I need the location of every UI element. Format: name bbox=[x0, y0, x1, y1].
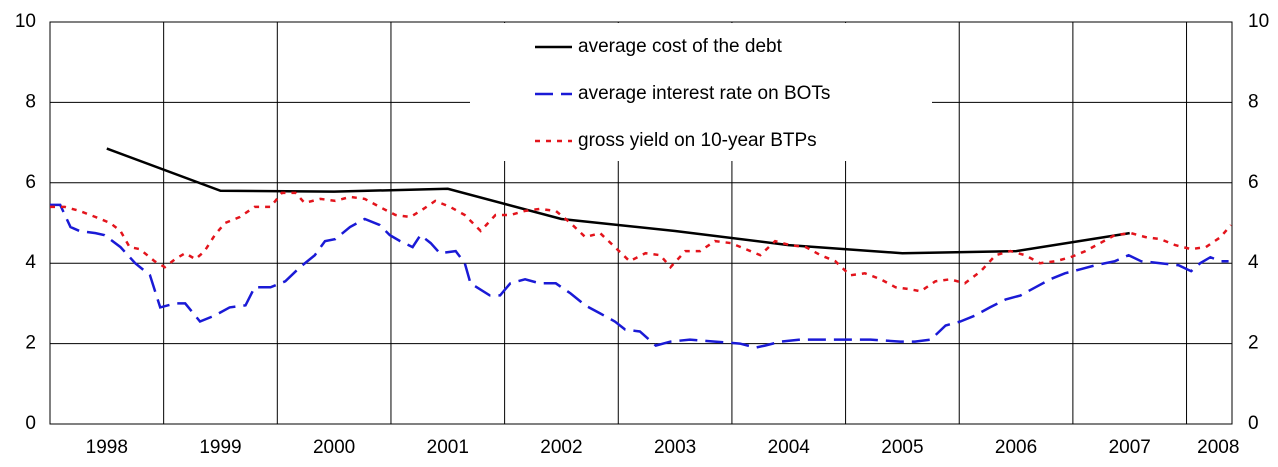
y-tick-label: 4 bbox=[25, 252, 36, 273]
y-tick-label: 8 bbox=[25, 91, 36, 112]
x-tick-label: 2008 bbox=[1197, 437, 1239, 458]
y2-tick-label: 10 bbox=[1248, 11, 1269, 32]
x-tick-label: 1998 bbox=[86, 437, 128, 458]
x-tick-label: 2002 bbox=[540, 437, 582, 458]
x-tick-label: 2004 bbox=[768, 437, 811, 458]
x-tick-label: 2007 bbox=[1109, 437, 1151, 458]
y-tick-label: 2 bbox=[25, 333, 36, 354]
x-tick-label: 2001 bbox=[427, 437, 469, 458]
series-line bbox=[50, 203, 1229, 349]
y2-tick-label: 6 bbox=[1248, 172, 1259, 193]
x-tick-label: 2005 bbox=[881, 437, 923, 458]
y-tick-label: 10 bbox=[15, 11, 36, 32]
y2-tick-label: 4 bbox=[1248, 252, 1259, 273]
series-line bbox=[106, 147, 1130, 255]
x-tick-label: 2000 bbox=[313, 437, 355, 458]
y2-tick-label: 8 bbox=[1248, 91, 1259, 112]
y-tick-label: 0 bbox=[25, 413, 36, 434]
legend-label: gross yield on 10-year BTPs bbox=[578, 130, 817, 151]
y2-tick-label: 2 bbox=[1248, 333, 1259, 354]
x-tick-label: 2003 bbox=[654, 437, 696, 458]
legend-label: average cost of the debt bbox=[578, 36, 783, 57]
legend-label: average interest rate on BOTs bbox=[578, 83, 830, 104]
plot-frame bbox=[49, 21, 1233, 425]
x-tick-label: 2006 bbox=[995, 437, 1037, 458]
y-tick-label: 6 bbox=[25, 172, 36, 193]
y2-tick-label: 0 bbox=[1248, 413, 1259, 434]
x-tick-label: 1999 bbox=[199, 437, 241, 458]
